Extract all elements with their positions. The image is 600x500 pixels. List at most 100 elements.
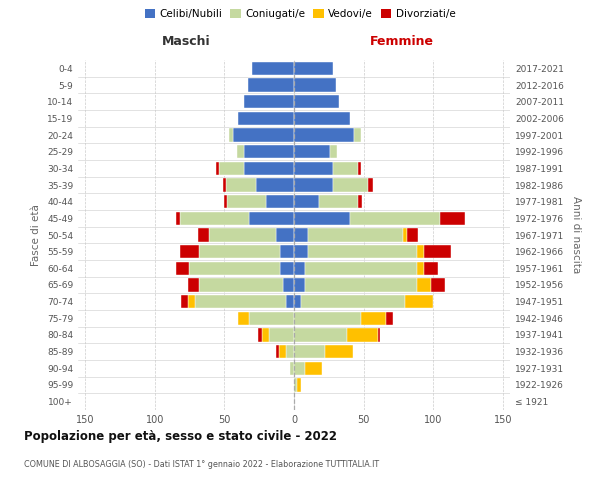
- Bar: [308, 228, 403, 241]
- Bar: [424, 262, 437, 275]
- Bar: [294, 245, 308, 258]
- Bar: [294, 62, 333, 75]
- Bar: [256, 178, 294, 192]
- Text: Femmine: Femmine: [370, 34, 434, 48]
- Bar: [416, 262, 424, 275]
- Bar: [301, 295, 406, 308]
- Bar: [294, 328, 347, 342]
- Bar: [294, 145, 330, 158]
- Bar: [297, 378, 301, 392]
- Bar: [269, 328, 294, 342]
- Bar: [361, 312, 386, 325]
- Bar: [250, 212, 294, 225]
- Bar: [294, 195, 319, 208]
- Bar: [266, 195, 294, 208]
- Bar: [195, 295, 286, 308]
- Y-axis label: Fasce di età: Fasce di età: [31, 204, 41, 266]
- Legend: Celibi/Nubili, Coniugati/e, Vedovi/e, Divorziati/e: Celibi/Nubili, Coniugati/e, Vedovi/e, Di…: [140, 5, 460, 24]
- Bar: [226, 178, 256, 192]
- Bar: [294, 378, 297, 392]
- Bar: [188, 278, 199, 291]
- Text: COMUNE DI ALBOSAGGIA (SO) - Dati ISTAT 1° gennaio 2022 - Elaborazione TUTTITALIA: COMUNE DI ALBOSAGGIA (SO) - Dati ISTAT 1…: [24, 460, 379, 469]
- Bar: [294, 95, 338, 108]
- Bar: [262, 328, 269, 342]
- Bar: [233, 128, 294, 141]
- Bar: [440, 212, 466, 225]
- Bar: [248, 78, 294, 92]
- Bar: [294, 278, 305, 291]
- Bar: [176, 262, 190, 275]
- Bar: [325, 345, 353, 358]
- Bar: [294, 345, 325, 358]
- Bar: [431, 278, 445, 291]
- Bar: [283, 278, 294, 291]
- Bar: [181, 295, 188, 308]
- Bar: [276, 345, 278, 358]
- Bar: [294, 178, 333, 192]
- Bar: [354, 128, 361, 141]
- Bar: [176, 212, 180, 225]
- Bar: [250, 312, 294, 325]
- Bar: [416, 245, 424, 258]
- Bar: [333, 162, 358, 175]
- Bar: [238, 312, 250, 325]
- Bar: [237, 145, 244, 158]
- Bar: [219, 162, 244, 175]
- Bar: [305, 262, 416, 275]
- Bar: [198, 228, 209, 241]
- Bar: [294, 112, 350, 125]
- Bar: [406, 295, 433, 308]
- Bar: [278, 345, 286, 358]
- Bar: [280, 245, 294, 258]
- Y-axis label: Anni di nascita: Anni di nascita: [571, 196, 581, 274]
- Bar: [305, 362, 322, 375]
- Bar: [244, 162, 294, 175]
- Bar: [199, 278, 283, 291]
- Bar: [294, 362, 305, 375]
- Bar: [407, 228, 418, 241]
- Bar: [330, 145, 337, 158]
- Bar: [290, 362, 294, 375]
- Bar: [188, 295, 195, 308]
- Bar: [238, 112, 294, 125]
- Bar: [258, 328, 262, 342]
- Bar: [280, 262, 294, 275]
- Bar: [294, 78, 336, 92]
- Bar: [286, 295, 294, 308]
- Bar: [416, 278, 431, 291]
- Bar: [308, 245, 416, 258]
- Bar: [294, 312, 361, 325]
- Bar: [199, 245, 280, 258]
- Bar: [294, 228, 308, 241]
- Bar: [276, 228, 294, 241]
- Bar: [403, 228, 407, 241]
- Text: Popolazione per età, sesso e stato civile - 2022: Popolazione per età, sesso e stato civil…: [24, 430, 337, 443]
- Bar: [386, 312, 393, 325]
- Bar: [424, 245, 451, 258]
- Bar: [286, 345, 294, 358]
- Bar: [294, 162, 333, 175]
- Bar: [294, 295, 301, 308]
- Bar: [294, 212, 350, 225]
- Bar: [244, 145, 294, 158]
- Bar: [358, 162, 361, 175]
- Bar: [190, 262, 280, 275]
- Bar: [333, 178, 368, 192]
- Bar: [319, 195, 358, 208]
- Bar: [216, 162, 219, 175]
- Bar: [224, 195, 227, 208]
- Bar: [209, 228, 276, 241]
- Bar: [368, 178, 373, 192]
- Bar: [227, 195, 266, 208]
- Bar: [358, 195, 362, 208]
- Bar: [244, 95, 294, 108]
- Bar: [294, 128, 354, 141]
- Bar: [252, 62, 294, 75]
- Bar: [350, 212, 440, 225]
- Bar: [229, 128, 233, 141]
- Bar: [180, 212, 250, 225]
- Text: Maschi: Maschi: [161, 34, 211, 48]
- Bar: [377, 328, 380, 342]
- Bar: [347, 328, 377, 342]
- Bar: [294, 262, 305, 275]
